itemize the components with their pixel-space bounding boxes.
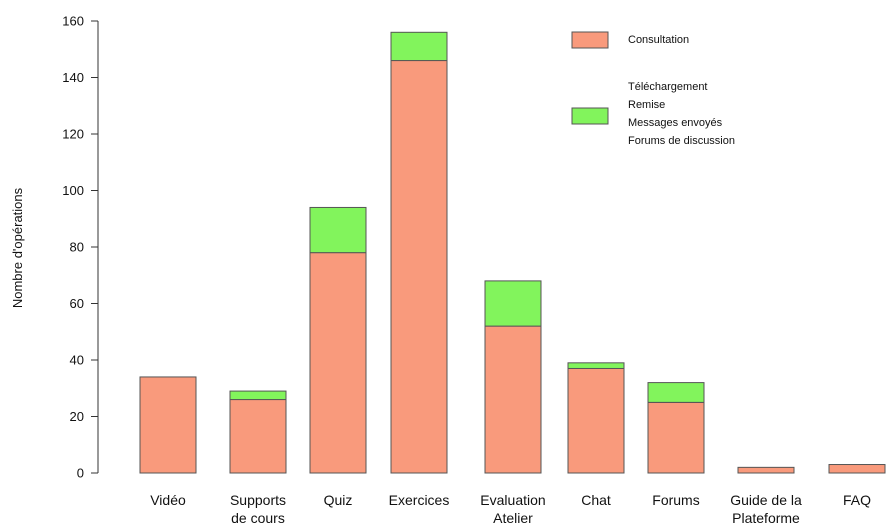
y-axis: 0 20 40 60 80 100 120 140 160 [62, 14, 99, 481]
bar-segment-consultation [828, 464, 886, 474]
x-category-label-line: Quiz [324, 492, 353, 508]
bar-segment-consultation [567, 367, 625, 474]
x-category-label-line: Supports [230, 492, 286, 508]
y-tick-label: 60 [70, 296, 84, 311]
legend-label: Consultation [628, 34, 689, 46]
x-category-label: Quiz [324, 492, 353, 508]
legend-label: Forums de discussion [628, 135, 735, 147]
y-tick-label: 0 [77, 466, 84, 481]
x-category-label: Evaluation Atelier [480, 492, 545, 526]
legend-label: Téléchargement [628, 81, 708, 93]
bar-segment-other [390, 31, 448, 62]
x-category-label-line: Forums [652, 492, 699, 508]
bar-segment-consultation [309, 252, 367, 474]
x-category-label-line: Atelier [493, 510, 533, 526]
bar-segment-consultation [390, 60, 448, 474]
y-tick-label: 20 [70, 409, 84, 424]
x-category-label: Supports de cours [230, 492, 286, 526]
bar-segment-consultation [229, 399, 287, 474]
bar-segment-other [309, 206, 367, 254]
y-tick-label: 160 [62, 14, 84, 29]
x-category-label: Exercices [389, 492, 450, 508]
legend-label: Messages envoyés [628, 117, 723, 129]
x-category-label-line: Exercices [389, 492, 450, 508]
bar-segment-consultation [737, 466, 795, 474]
y-tick-label: 40 [70, 353, 84, 368]
x-category-label: FAQ [843, 492, 871, 508]
x-category-label-line: Guide de la [730, 492, 802, 508]
legend: Consultation Téléchargement Remise Messages… [571, 31, 735, 147]
bar-segment-other [229, 390, 287, 401]
bar-segment-other [567, 362, 625, 369]
bar-segment-other [647, 382, 705, 403]
bar-segment-consultation [484, 325, 542, 474]
y-tick-label: 100 [62, 183, 84, 198]
y-tick-label: 140 [62, 70, 84, 85]
legend-label: Remise [628, 99, 665, 111]
bar-segment-consultation [139, 376, 197, 474]
bars [139, 31, 886, 474]
bar-segment-other [484, 280, 542, 327]
legend-swatch [571, 31, 609, 49]
y-axis-title: Nombre d'opérations [10, 187, 25, 308]
x-axis-labels: Vidéo Supports de cours Quiz Exercices Evalua… [150, 492, 871, 526]
bar-segment-consultation [647, 401, 705, 474]
x-category-label-line: Plateforme [732, 510, 800, 526]
x-category-label-line: Vidéo [150, 492, 186, 508]
x-category-label: Guide de la Plateforme [730, 492, 802, 526]
y-tick-label: 80 [70, 240, 84, 255]
x-category-label: Vidéo [150, 492, 186, 508]
x-category-label: Forums [652, 492, 699, 508]
y-tick-label: 120 [62, 127, 84, 142]
x-category-label: Chat [581, 492, 611, 508]
x-category-label-line: Evaluation [480, 492, 545, 508]
x-category-label-line: Chat [581, 492, 611, 508]
x-category-label-line: de cours [231, 510, 285, 526]
x-category-label-line: FAQ [843, 492, 871, 508]
legend-swatch [571, 107, 609, 125]
